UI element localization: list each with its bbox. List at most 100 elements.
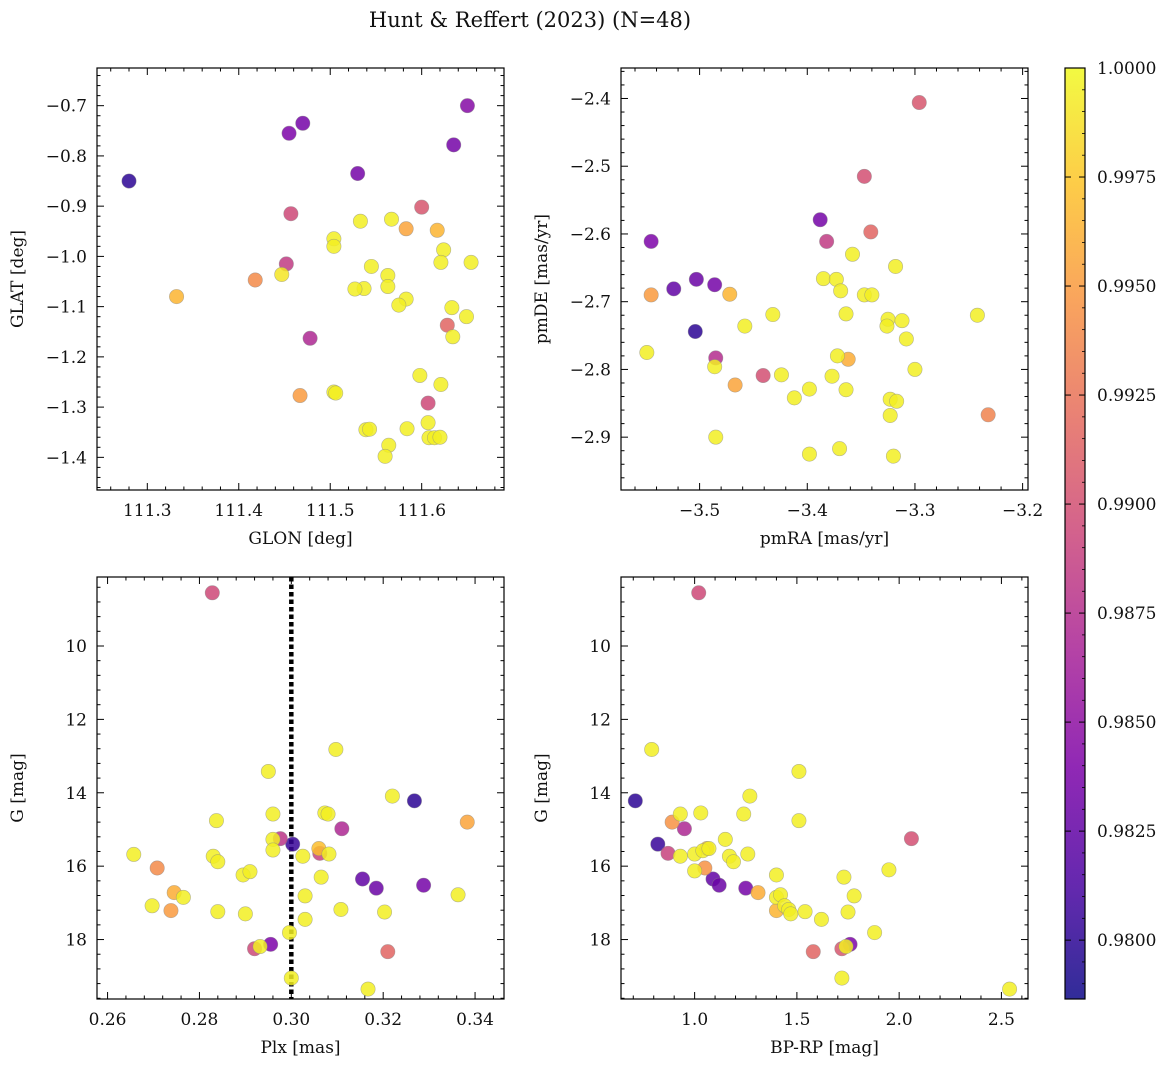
scatter-point xyxy=(643,287,659,303)
scatter-point xyxy=(399,421,415,437)
colorbar: 0.9800 0.9825 0.9850 0.9875 0.9900 0.9925 0.99… xyxy=(1064,59,1156,1000)
panel-plx: 0.26 0.28 0.30 0.32 0.34 10 12 14 16 18 Plx [mas] G… xyxy=(8,576,505,1058)
scatter-point xyxy=(265,806,281,822)
x-axis-label: pmRA [mas/yr] xyxy=(760,529,889,549)
scatter-point xyxy=(750,885,766,901)
scatter-point xyxy=(265,842,281,858)
y-tick-label: −0.8 xyxy=(46,147,87,167)
scatter-point xyxy=(420,395,436,411)
x-tick-label: 2.5 xyxy=(988,1010,1015,1030)
scatter-point xyxy=(864,287,880,303)
scatter-point xyxy=(274,266,290,282)
colorbar-tick-label: 0.9950 xyxy=(1097,277,1156,297)
scatter-point xyxy=(846,888,862,904)
scatter-point xyxy=(377,904,393,920)
scatter-point xyxy=(898,331,914,347)
scatter-point xyxy=(328,741,344,757)
axes-frame xyxy=(620,576,1029,1000)
scatter-point xyxy=(838,939,854,955)
scatter-point xyxy=(644,741,660,757)
scatter-point xyxy=(836,869,852,885)
scatter-point xyxy=(450,887,466,903)
panel-glat: 111.3 111.4 111.5 111.6 −1.4 −1.3 −1.2 −1.1 −1.0… xyxy=(8,67,505,549)
x-tick-label: 0.32 xyxy=(364,1010,402,1030)
scatter-point xyxy=(717,831,733,847)
scatter-point xyxy=(208,813,224,829)
y-tick-label: 12 xyxy=(65,710,87,730)
scatter-point xyxy=(295,115,311,131)
scatter-point xyxy=(627,793,643,809)
scatter-point xyxy=(791,763,807,779)
scatter-point xyxy=(707,277,723,293)
scatter-point xyxy=(903,831,919,847)
scatter-point xyxy=(856,168,872,184)
scatter-point xyxy=(321,846,337,862)
scatter-point xyxy=(693,805,709,821)
scatter-point xyxy=(391,297,407,313)
scatter-point xyxy=(362,421,378,437)
x-tick-label: 111.6 xyxy=(397,501,446,521)
y-tick-label: 12 xyxy=(589,710,611,730)
scatter-point xyxy=(801,446,817,462)
scatter-point xyxy=(283,970,299,986)
scatter-point xyxy=(707,359,723,375)
scatter-point xyxy=(894,313,910,329)
scatter-point xyxy=(436,242,452,258)
scatter-point xyxy=(459,98,475,114)
scatter-point xyxy=(297,911,313,927)
x-axis-label: BP-RP [mag] xyxy=(770,1038,879,1058)
axes-frame xyxy=(96,67,505,491)
scatter-point xyxy=(834,970,850,986)
scatter-point xyxy=(416,877,432,893)
scatter-point xyxy=(281,925,297,941)
scatter-point xyxy=(687,863,703,879)
scatter-point xyxy=(384,788,400,804)
scatter-point xyxy=(347,281,363,297)
x-tick-label: 0.26 xyxy=(89,1010,127,1030)
colorbar-frame xyxy=(1064,67,1086,1000)
colorbar-tick-label: 0.9825 xyxy=(1097,822,1156,842)
figure-title: Hunt & Reffert (2023) (N=48) xyxy=(369,8,691,32)
scatter-point xyxy=(786,390,802,406)
colorbar-gradient xyxy=(1065,68,1085,999)
scatter-point xyxy=(881,862,897,878)
scatter-point xyxy=(360,981,376,997)
scatter-point xyxy=(334,821,350,837)
x-tick-label: 111.5 xyxy=(306,501,355,521)
y-tick-label: 14 xyxy=(65,784,87,804)
scatter-point xyxy=(666,281,682,297)
colorbar-tick-label: 0.9875 xyxy=(1097,604,1156,624)
x-tick-label: −3.2 xyxy=(1002,501,1043,521)
x-tick-label: 111.4 xyxy=(214,501,263,521)
scatter-point xyxy=(838,382,854,398)
scatter-point xyxy=(237,906,253,922)
y-tick-label: −0.7 xyxy=(46,97,87,117)
scatter-point xyxy=(829,348,845,364)
y-axis-label: G [mag] xyxy=(8,753,28,822)
scatter-point xyxy=(355,871,371,887)
x-tick-label: −3.5 xyxy=(679,501,720,521)
panel-pm: −3.5 −3.4 −3.3 −3.2 −2.9 −2.8 −2.7 −2.6 −2.5 −2.4… xyxy=(532,67,1043,549)
scatter-point xyxy=(445,329,461,345)
scatter-point xyxy=(815,271,831,287)
x-axis-label: GLON [deg] xyxy=(248,529,352,549)
scatter-point xyxy=(283,206,299,222)
scatter-point xyxy=(643,233,659,249)
scatter-point xyxy=(863,224,879,240)
x-tick-label: −3.3 xyxy=(894,501,935,521)
scatter-point xyxy=(247,272,263,288)
scatter-point xyxy=(446,137,462,153)
scatter-point xyxy=(737,318,753,334)
scatter-point xyxy=(819,233,835,249)
scatter-point xyxy=(252,939,268,955)
scatter-point xyxy=(867,925,883,941)
scatter-point xyxy=(121,173,137,189)
scatter-point xyxy=(882,407,898,423)
y-axis-label: GLAT [deg] xyxy=(8,230,28,328)
scatter-point xyxy=(791,813,807,829)
scatter-points xyxy=(627,585,1018,997)
scatter-point xyxy=(797,904,813,920)
scatter-point xyxy=(414,199,430,215)
scatter-point xyxy=(672,848,688,864)
scatter-point xyxy=(824,368,840,384)
